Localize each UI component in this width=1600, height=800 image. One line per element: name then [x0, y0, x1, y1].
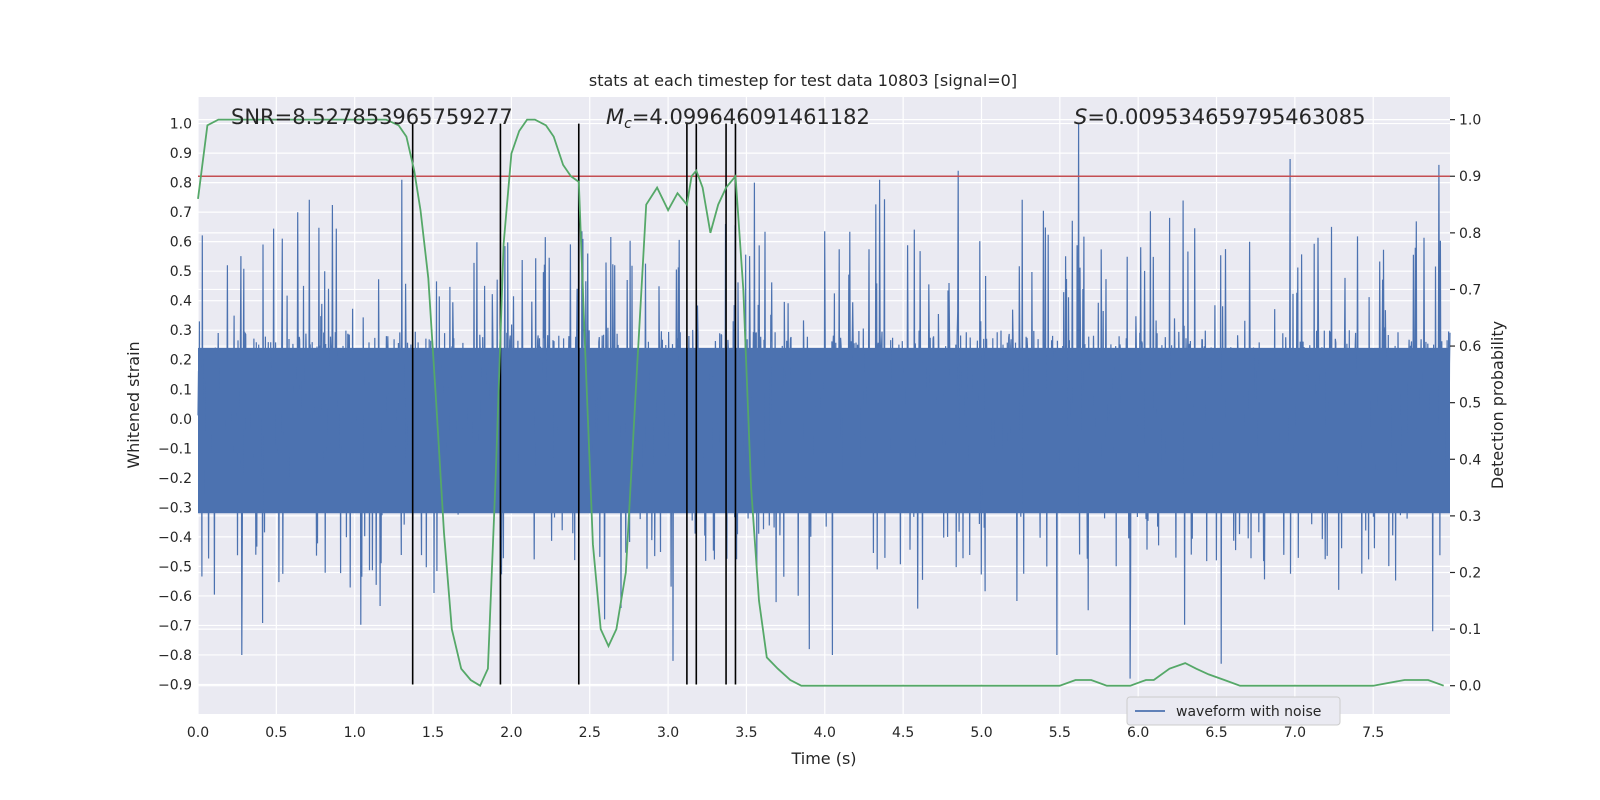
y2-tick-label: 0.1 — [1459, 622, 1481, 638]
x-tick-label: 1.5 — [422, 725, 444, 741]
y-tick-label: −0.5 — [158, 559, 192, 575]
y2-axis-ticks: 0.0 0.1 0.2 0.3 0.4 0.5 0.6 0.7 0.8 0.9 1.0 — [1450, 113, 1481, 695]
vertical-markers — [411, 123, 737, 685]
legend-box — [1126, 696, 1341, 726]
y-tick-label: 0.1 — [170, 382, 192, 398]
x-tick-label: 5.0 — [970, 725, 992, 741]
y2-tick-label: 0.3 — [1459, 509, 1481, 525]
y2-tick-label: 0.9 — [1459, 169, 1481, 185]
y-tick-label: −0.9 — [158, 677, 192, 693]
waveform-line — [197, 123, 1451, 679]
x-axis-label: Time (s) — [790, 749, 856, 768]
y-tick-label: 0.3 — [170, 323, 192, 339]
y-axis-ticks: −0.9 −0.8 −0.7 −0.6 −0.5 −0.4 −0.3 −0.2 −0.1 0.0 0… — [158, 117, 192, 694]
s-annotation: S=0.009534659795463085 — [1074, 105, 1365, 129]
detection-probability-line — [197, 118, 1445, 687]
x-tick-label: 6.5 — [1205, 725, 1227, 741]
x-tick-label: 2.5 — [579, 725, 601, 741]
y2-tick-label: 0.0 — [1459, 679, 1481, 695]
y-tick-label: −0.4 — [158, 530, 192, 546]
y-tick-label: 0.2 — [170, 353, 192, 369]
y-tick-label: 0.5 — [170, 264, 192, 280]
chirp-mass-value: =4.099646091461182 — [632, 105, 870, 129]
y-tick-label: 0.4 — [170, 294, 192, 310]
y2-axis-label: Detection probability — [1488, 321, 1507, 489]
x-tick-label: 3.0 — [657, 725, 679, 741]
y-tick-label: −0.3 — [158, 500, 192, 516]
legend-label-waveform: waveform with noise — [1176, 704, 1321, 720]
y2-tick-label: 0.7 — [1459, 282, 1481, 298]
chirp-mass-annotation: Mc=4.099646091461182 — [606, 105, 870, 132]
x-tick-label: 6.0 — [1127, 725, 1149, 741]
x-tick-label: 0.5 — [265, 725, 287, 741]
y-tick-label: 0.6 — [170, 235, 192, 251]
y-tick-label: −0.8 — [158, 648, 192, 664]
x-tick-label: 5.5 — [1049, 725, 1071, 741]
y2-tick-label: 0.2 — [1459, 565, 1481, 581]
snr-annotation: SNR=8.527853965759277 — [231, 105, 513, 129]
y-tick-label: −0.7 — [158, 618, 192, 634]
detection-probability-series — [197, 118, 1445, 687]
chirp-mass-symbol: M — [606, 105, 624, 129]
y-tick-label: 1.0 — [170, 117, 192, 133]
y-tick-label: −0.2 — [158, 471, 192, 487]
x-tick-label: 7.5 — [1362, 725, 1384, 741]
x-axis-ticks: 0.0 0.5 1.0 1.5 2.0 2.5 3.0 3.5 4.0 4.5 5.0 5.5 6.0 6… — [187, 725, 1384, 741]
y2-tick-label: 0.4 — [1459, 452, 1481, 468]
s-symbol: S — [1074, 105, 1087, 129]
y2-tick-label: 1.0 — [1459, 113, 1481, 129]
chart-title: stats at each timestep for test data 108… — [589, 71, 1017, 90]
x-tick-label: 2.0 — [500, 725, 522, 741]
x-tick-label: 4.5 — [892, 725, 914, 741]
x-tick-label: 3.5 — [735, 725, 757, 741]
chirp-mass-subscript: c — [624, 116, 632, 132]
y2-tick-label: 0.6 — [1459, 339, 1481, 355]
y-tick-label: 0.0 — [170, 412, 192, 428]
y-tick-label: 0.8 — [170, 176, 192, 192]
legend: waveform with noise — [1126, 696, 1341, 726]
y-tick-label: 0.7 — [170, 205, 192, 221]
y-axis-label: Whitened strain — [124, 341, 143, 468]
waveform-series — [197, 123, 1451, 679]
y2-tick-label: 0.5 — [1459, 396, 1481, 412]
x-tick-label: 4.0 — [814, 725, 836, 741]
y2-tick-label: 0.8 — [1459, 226, 1481, 242]
y-tick-label: −0.1 — [158, 441, 192, 457]
y-tick-label: 0.9 — [170, 146, 192, 162]
y-tick-label: −0.6 — [158, 589, 192, 605]
x-tick-label: 1.0 — [344, 725, 366, 741]
x-tick-label: 7.0 — [1284, 725, 1306, 741]
x-tick-label: 0.0 — [187, 725, 209, 741]
s-value: =0.009534659795463085 — [1087, 105, 1365, 129]
